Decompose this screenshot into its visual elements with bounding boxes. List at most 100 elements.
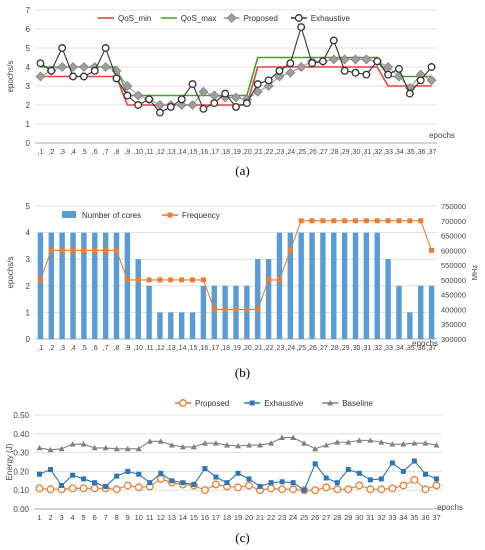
point-exhaustive bbox=[191, 482, 197, 488]
point-baseline bbox=[157, 438, 164, 444]
chart-c: 0.000.100.200.300.400.501 2 3 4 5 6 7 8 9 10 11 12 1… bbox=[5, 399, 463, 522]
x-tick-label: ,10 bbox=[133, 149, 143, 156]
point-proposed bbox=[176, 100, 187, 110]
point-baseline bbox=[190, 443, 197, 450]
point-frequency bbox=[157, 277, 163, 283]
point-frequency bbox=[374, 218, 380, 224]
x-tick-label: ,24 bbox=[285, 149, 295, 156]
point-proposed bbox=[156, 474, 165, 483]
y2-tick-label: 400000 bbox=[441, 305, 466, 314]
bar-number-of-cores bbox=[211, 285, 217, 339]
point-exhaustive bbox=[411, 458, 417, 464]
point-baseline bbox=[367, 437, 374, 443]
x-tick-label: ,19 bbox=[231, 345, 241, 352]
point-frequency bbox=[276, 277, 282, 283]
x-tick-label: 28 bbox=[333, 513, 341, 522]
point-frequency bbox=[59, 247, 65, 253]
series-frequency bbox=[37, 218, 435, 312]
point-exhaustive bbox=[351, 68, 360, 77]
x-tick-label: ,19 bbox=[231, 149, 241, 156]
point-exhaustive bbox=[177, 95, 186, 104]
point-exhaustive bbox=[136, 471, 142, 477]
point-frequency bbox=[266, 277, 272, 283]
point-frequency bbox=[81, 247, 87, 253]
x-tick-label: 12 bbox=[157, 513, 165, 522]
legend-baseline-marker bbox=[327, 400, 334, 406]
point-frequency bbox=[233, 306, 239, 312]
x-tick-label: 36 bbox=[421, 513, 429, 522]
bar-number-of-cores bbox=[168, 312, 174, 339]
point-proposed bbox=[322, 483, 331, 492]
point-exhaustive bbox=[210, 99, 219, 108]
point-proposed bbox=[263, 81, 274, 91]
point-baseline bbox=[179, 443, 186, 450]
y-axis-title: epochs/s bbox=[6, 60, 15, 92]
point-frequency bbox=[135, 277, 141, 283]
y-tick-label: 0.30 bbox=[13, 449, 29, 458]
point-exhaustive bbox=[362, 70, 371, 79]
point-exhaustive bbox=[400, 468, 406, 474]
legend-proposed-marker bbox=[226, 13, 237, 23]
point-frequency bbox=[146, 277, 152, 283]
x-tick-label: 10 bbox=[135, 513, 143, 522]
bar-number-of-cores bbox=[396, 285, 402, 339]
x-tick-label: ,33 bbox=[383, 345, 393, 352]
point-exhaustive bbox=[427, 63, 436, 71]
x-tick-label: ,1 bbox=[38, 149, 44, 156]
point-exhaustive bbox=[340, 66, 349, 75]
point-exhaustive bbox=[188, 80, 197, 89]
point-baseline bbox=[334, 439, 341, 445]
x-tick-label: ,2 bbox=[48, 149, 54, 156]
point-proposed bbox=[289, 485, 298, 494]
x-tick-label: 13 bbox=[168, 513, 176, 522]
point-frequency bbox=[396, 218, 402, 224]
y-tick-label: 5 bbox=[26, 202, 31, 211]
bar-number-of-cores bbox=[222, 285, 228, 339]
point-proposed bbox=[35, 484, 44, 493]
point-exhaustive bbox=[395, 64, 403, 73]
x-axis-title: epochs bbox=[437, 503, 463, 512]
x-tick-label: ,37 bbox=[427, 345, 437, 352]
x-tick-label: ,23 bbox=[275, 149, 285, 156]
x-tick-label: 26 bbox=[311, 513, 319, 522]
x-tick-label: 27 bbox=[322, 513, 330, 522]
point-baseline bbox=[268, 440, 275, 446]
x-tick-label: ,6 bbox=[92, 149, 98, 156]
x-tick-label: ,5 bbox=[81, 149, 87, 156]
point-baseline bbox=[168, 442, 175, 448]
point-frequency bbox=[429, 247, 435, 253]
legend-frequency-marker bbox=[167, 212, 173, 218]
y-tick-label: 0.00 bbox=[13, 505, 29, 514]
point-exhaustive bbox=[301, 487, 307, 493]
point-exhaustive bbox=[242, 99, 251, 108]
x-tick-label: 5 bbox=[82, 513, 86, 522]
legend-exhaustive-label: Exhaustive bbox=[264, 399, 304, 408]
x-tick-label: 6 bbox=[93, 513, 97, 522]
point-frequency bbox=[342, 218, 348, 224]
x-tick-label: 3 bbox=[59, 513, 63, 522]
point-proposed bbox=[231, 92, 241, 103]
x-axis-title: epochs bbox=[412, 339, 438, 348]
x-tick-label: ,18 bbox=[220, 149, 230, 156]
point-baseline bbox=[124, 445, 131, 452]
y-tick-label: 1 bbox=[26, 120, 31, 129]
x-tick-label: ,26 bbox=[307, 149, 317, 156]
bar-number-of-cores bbox=[48, 232, 55, 339]
point-proposed bbox=[285, 67, 296, 78]
point-baseline bbox=[113, 445, 120, 452]
bar-number-of-cores bbox=[135, 259, 141, 339]
bar-number-of-cores bbox=[385, 259, 391, 339]
point-proposed bbox=[234, 483, 242, 492]
y2-tick-label: 450000 bbox=[441, 291, 466, 300]
x-tick-label: 31 bbox=[366, 513, 374, 522]
bar-number-of-cores bbox=[113, 232, 120, 339]
point-baseline bbox=[389, 441, 396, 447]
point-proposed bbox=[296, 62, 307, 72]
bar-number-of-cores bbox=[157, 312, 163, 339]
x-tick-label: ,25 bbox=[296, 345, 306, 352]
y2-tick-label: 500000 bbox=[441, 276, 466, 285]
point-proposed bbox=[57, 62, 68, 72]
x-tick-label: ,36 bbox=[416, 345, 426, 352]
point-exhaustive bbox=[224, 480, 230, 486]
y2-tick-label: 600000 bbox=[441, 246, 466, 255]
